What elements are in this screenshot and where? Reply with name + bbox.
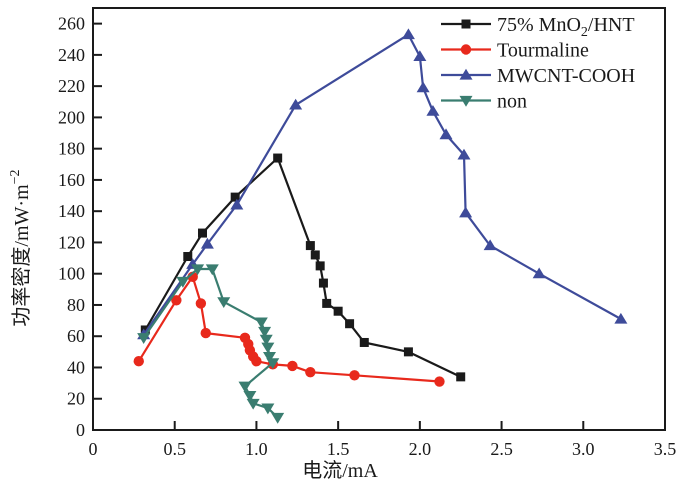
marker-square — [310, 250, 320, 260]
marker-circle — [287, 360, 298, 372]
plot-frame — [92, 7, 666, 431]
marker-triangle-down — [266, 358, 280, 369]
y-tick-label: 140 — [58, 201, 85, 221]
marker-triangle-up — [200, 237, 214, 249]
marker-circle — [434, 376, 445, 387]
x-axis-title: 电流/mA — [302, 459, 378, 482]
x-tick-label: 2.0 — [409, 439, 432, 459]
marker-triangle-down — [238, 381, 252, 393]
series-tourmaline — [133, 271, 445, 387]
marker-triangle-down — [176, 276, 190, 288]
marker-triangle-down — [271, 412, 285, 424]
marker-triangle-up — [483, 239, 497, 251]
y-tick-label: 80 — [67, 295, 85, 315]
marker-triangle-up — [457, 148, 471, 160]
marker-triangle-down — [243, 391, 257, 402]
y-tick-label: 260 — [58, 14, 85, 34]
legend-item-75-mno2-hnt: 75% MnO2/HNT — [441, 14, 635, 40]
marker-triangle-up — [289, 98, 303, 110]
marker-circle — [195, 298, 207, 309]
marker-triangle-down — [261, 403, 275, 415]
marker-square — [315, 261, 325, 271]
y-tick-label: 220 — [58, 76, 85, 96]
marker-triangle-down — [217, 297, 231, 309]
marker-square — [197, 228, 207, 238]
y-tick-label: 100 — [58, 264, 85, 284]
legend-item-non: non — [441, 91, 527, 113]
marker-square — [230, 192, 240, 202]
x-tick-label: 3.0 — [572, 439, 595, 459]
marker-square — [403, 347, 413, 357]
marker-square — [273, 153, 283, 163]
x-tick-label: 1.0 — [245, 439, 268, 459]
marker-triangle-up — [614, 312, 628, 324]
legend-label-non: non — [497, 91, 527, 113]
y-tick-label: 160 — [58, 170, 85, 190]
marker-triangle-up — [416, 81, 430, 93]
series-line-non — [142, 267, 279, 419]
marker-square — [322, 298, 332, 308]
marker-square — [305, 241, 315, 251]
marker-triangle-down — [263, 351, 277, 363]
y-tick-label: 60 — [67, 326, 85, 346]
marker-square — [318, 278, 328, 288]
marker-square — [456, 372, 466, 382]
marker-triangle-down — [137, 333, 151, 344]
series-75-mno2-hnt — [140, 153, 466, 382]
y-tick-label: 180 — [58, 139, 85, 159]
x-tick-label: 0 — [89, 439, 98, 459]
legend-label-mwcnt-cooh: MWCNT-COOH — [497, 65, 635, 87]
marker-triangle-down — [246, 398, 260, 410]
x-tick-label: 1.5 — [327, 439, 350, 459]
y-tick-label: 240 — [58, 45, 85, 65]
y-axis-title: 功率密度/mW·m−2 — [8, 169, 33, 326]
marker-triangle-up — [230, 198, 244, 210]
y-tick-label: 0 — [76, 420, 85, 440]
legend-label-tourmaline: Tourmaline — [497, 40, 589, 62]
legend-item-tourmaline: Tourmaline — [441, 40, 589, 62]
marker-triangle-down — [459, 95, 473, 107]
marker-triangle-down — [259, 334, 273, 346]
legend-label-75-mno2-hnt: 75% MnO2/HNT — [497, 14, 635, 40]
marker-square — [461, 19, 471, 29]
x-tick-label: 0.5 — [163, 439, 186, 459]
marker-triangle-down — [205, 264, 219, 276]
marker-circle — [251, 356, 262, 367]
y-tick-label: 120 — [58, 232, 85, 252]
series-non — [137, 264, 285, 424]
marker-triangle-down — [261, 342, 275, 354]
marker-square — [345, 319, 355, 329]
marker-triangle-up — [459, 68, 473, 80]
y-tick-label: 20 — [67, 389, 85, 409]
marker-circle — [305, 366, 316, 378]
marker-triangle-up — [439, 128, 453, 140]
marker-triangle-down — [254, 317, 268, 329]
marker-triangle-up — [426, 104, 440, 116]
marker-triangle-up — [459, 206, 473, 218]
marker-triangle-down — [191, 264, 205, 276]
marker-square — [333, 306, 343, 316]
marker-square — [183, 252, 193, 262]
x-tick-label: 3.5 — [654, 439, 677, 459]
marker-circle — [171, 295, 182, 306]
x-tick-label: 2.5 — [490, 439, 513, 459]
marker-circle — [460, 44, 472, 55]
marker-circle — [200, 327, 211, 339]
marker-square — [140, 325, 150, 335]
marker-square — [359, 337, 369, 347]
y-tick-label: 200 — [58, 107, 85, 127]
marker-triangle-down — [258, 326, 272, 338]
marker-circle — [349, 370, 360, 381]
marker-triangle-up — [413, 50, 427, 62]
y-tick-label: 40 — [67, 357, 85, 377]
marker-circle — [133, 356, 144, 367]
legend-item-mwcnt-cooh: MWCNT-COOH — [441, 65, 635, 87]
marker-triangle-up — [532, 267, 546, 279]
marker-triangle-up — [401, 28, 415, 40]
